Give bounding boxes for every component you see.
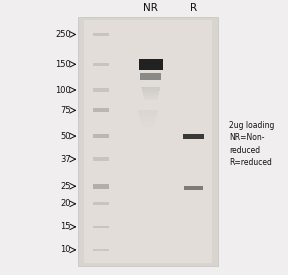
Bar xyxy=(139,113,157,116)
Text: NR: NR xyxy=(143,3,158,13)
Text: 15: 15 xyxy=(60,222,71,231)
Bar xyxy=(138,110,158,113)
Bar xyxy=(141,87,160,88)
Bar xyxy=(139,59,163,70)
Bar xyxy=(142,88,160,89)
Bar xyxy=(93,226,109,228)
Bar xyxy=(93,33,109,36)
Text: R: R xyxy=(190,3,197,13)
Bar xyxy=(140,116,156,119)
Bar xyxy=(183,134,204,139)
Bar xyxy=(140,73,162,80)
Bar xyxy=(142,89,160,91)
Bar xyxy=(93,88,109,92)
Bar xyxy=(84,20,212,263)
Bar xyxy=(93,184,109,189)
Text: 250: 250 xyxy=(55,30,71,39)
Text: 150: 150 xyxy=(55,60,71,69)
Bar xyxy=(143,92,159,94)
Bar xyxy=(143,96,158,97)
Bar xyxy=(144,99,158,100)
Bar xyxy=(142,91,159,92)
Bar xyxy=(143,94,159,95)
Bar xyxy=(184,186,203,189)
Bar xyxy=(93,108,109,112)
Text: 2ug loading
NR=Non-
reduced
R=reduced: 2ug loading NR=Non- reduced R=reduced xyxy=(230,121,275,167)
Text: 100: 100 xyxy=(55,86,71,95)
Text: 25: 25 xyxy=(60,182,71,191)
Bar xyxy=(78,17,218,266)
Bar xyxy=(141,121,155,124)
Bar xyxy=(93,249,109,251)
Text: 37: 37 xyxy=(60,155,71,164)
Bar xyxy=(93,158,109,161)
Bar xyxy=(144,97,158,99)
Text: 20: 20 xyxy=(60,199,71,208)
Bar xyxy=(143,95,158,96)
Bar xyxy=(141,119,156,121)
Text: 50: 50 xyxy=(60,131,71,141)
Bar xyxy=(93,134,109,138)
Bar xyxy=(142,124,154,127)
Bar xyxy=(93,202,109,205)
Bar xyxy=(93,63,109,66)
Text: 75: 75 xyxy=(60,106,71,115)
Text: 10: 10 xyxy=(60,245,71,254)
